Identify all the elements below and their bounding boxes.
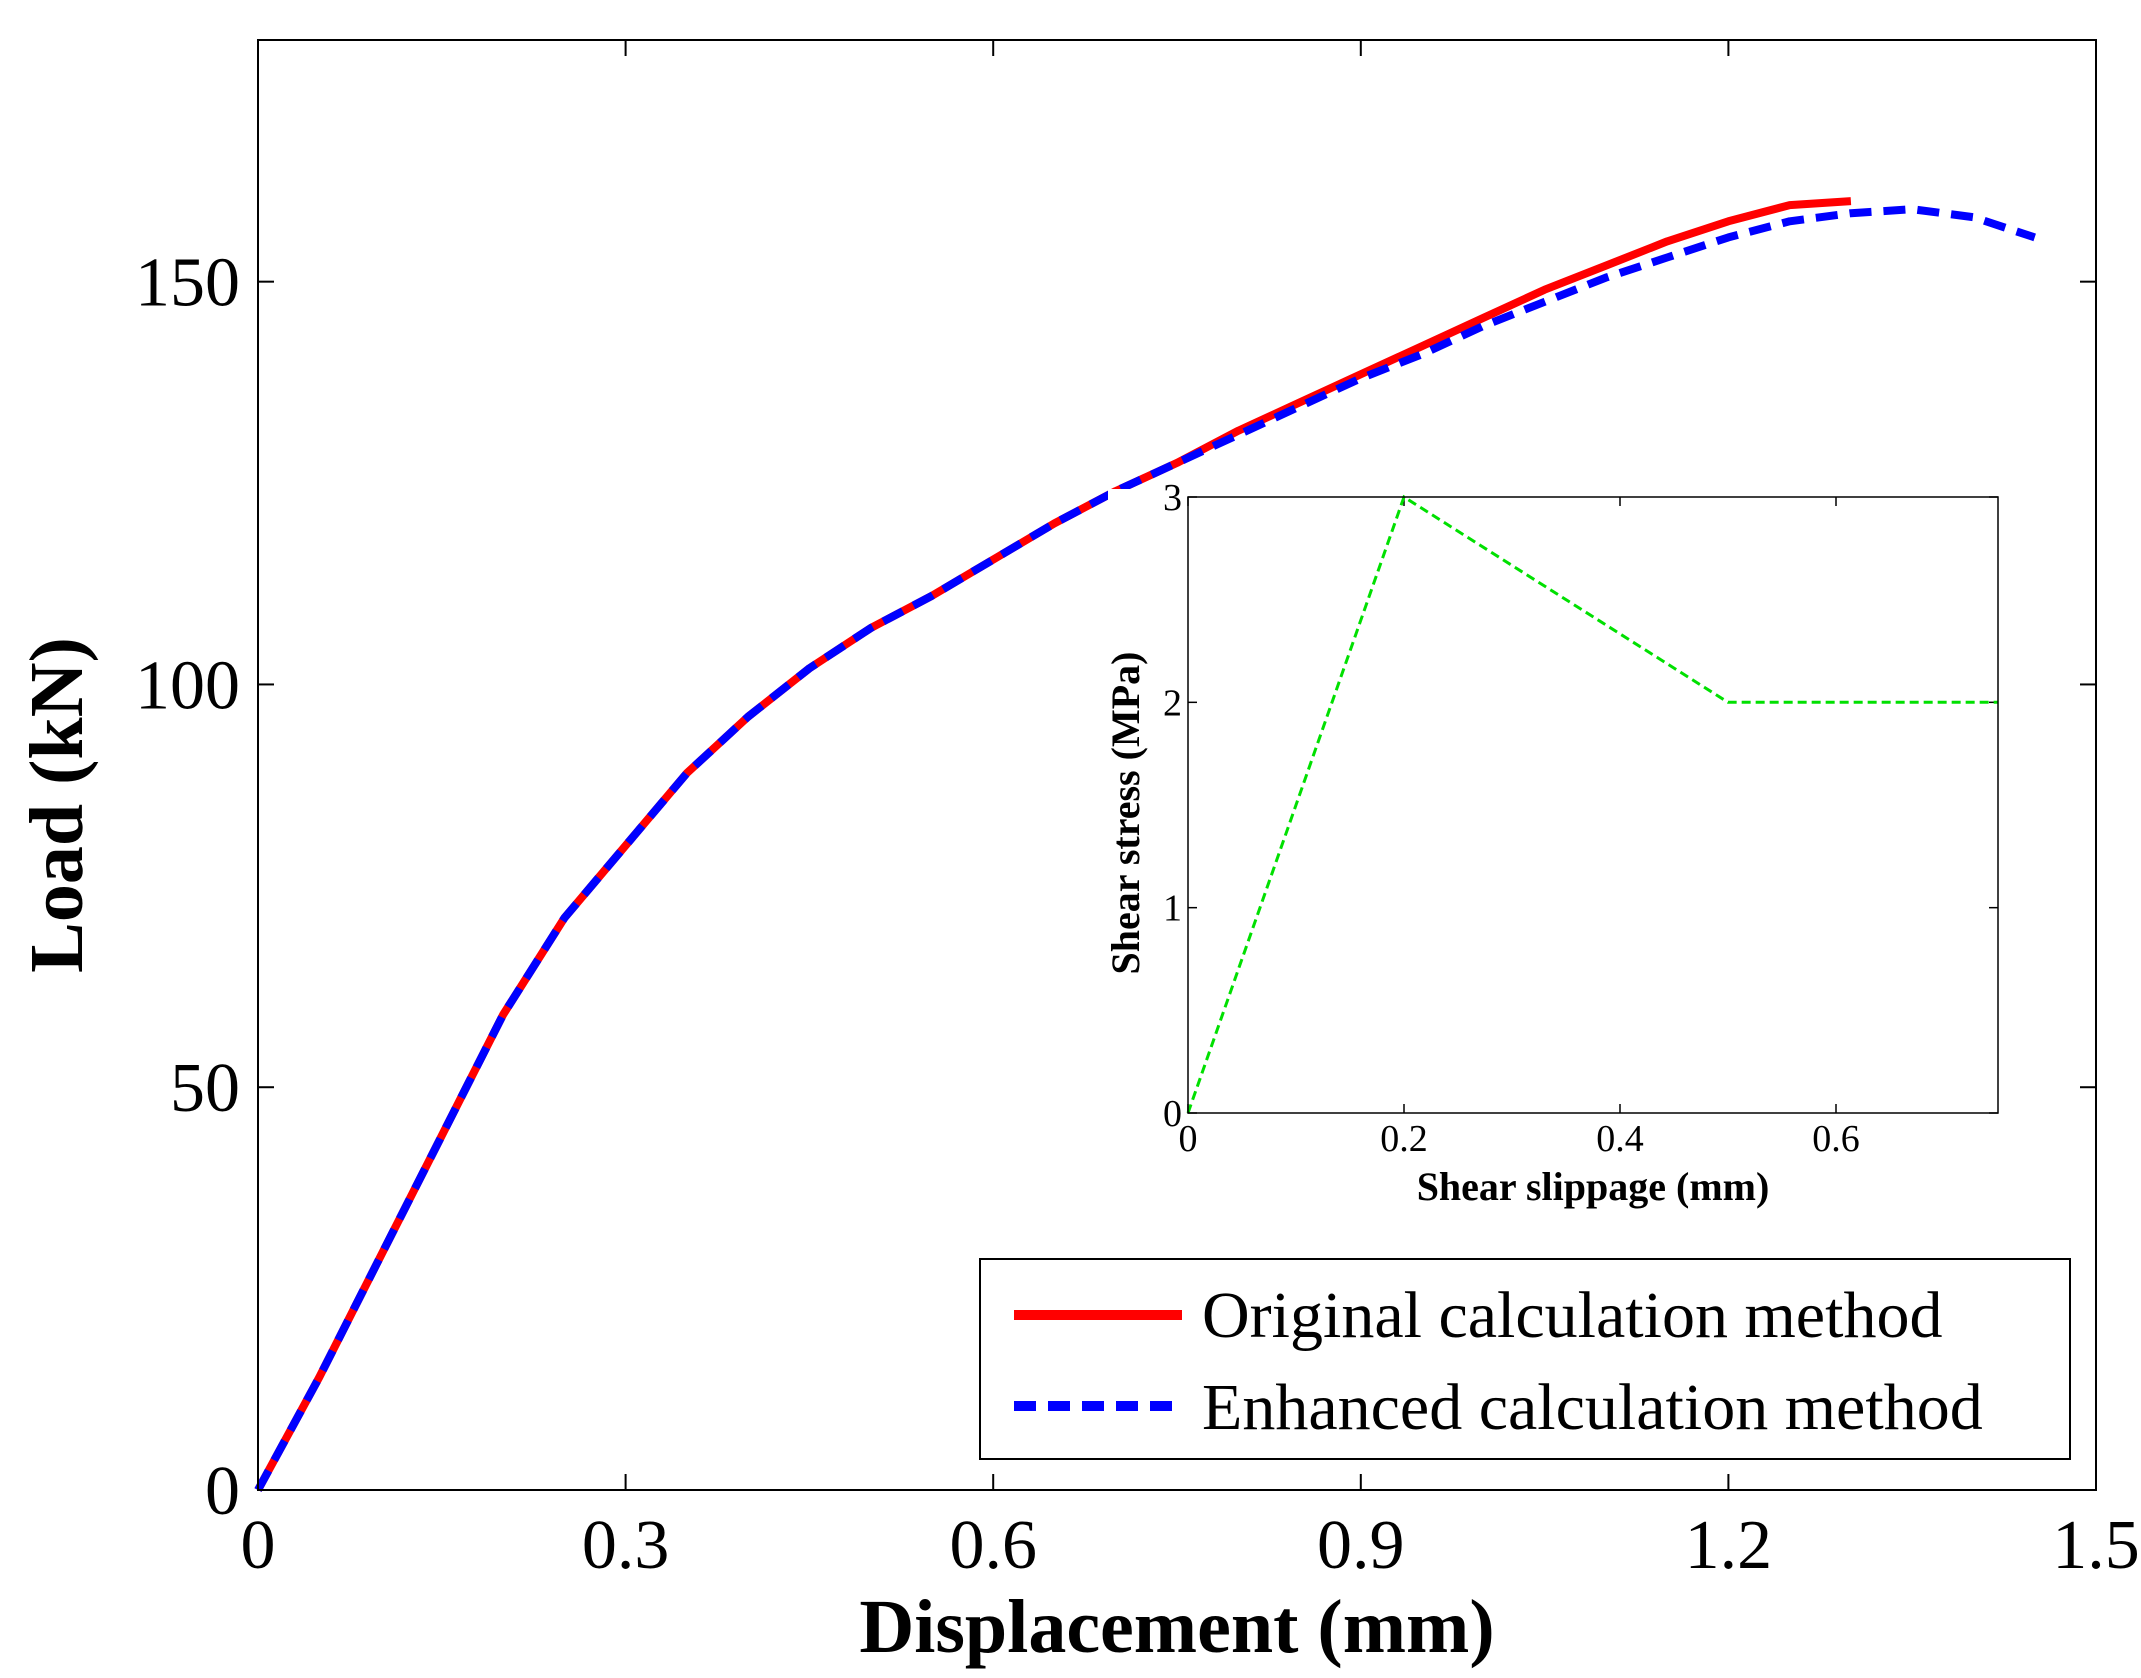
inset-x-tick-label: 0 <box>1179 1118 1198 1160</box>
inset-y-tick-label: 1 <box>1163 888 1182 930</box>
legend-box <box>979 1258 2071 1460</box>
inset-chart: 0 0.2 0.4 0.6 0 1 2 3 Shear slippage (mm) Shea… <box>1103 477 2008 1215</box>
inset-y-tick-label: 3 <box>1163 477 1182 519</box>
legend: Original calculation method Enhanced cal… <box>979 1258 2071 1460</box>
inset-y-axis-label: Shear stress (MPa) <box>1103 652 1148 975</box>
y-tick-label: 100 <box>135 647 240 724</box>
y-tick-label: 0 <box>205 1453 240 1530</box>
x-tick-label: 1.2 <box>1685 1507 1773 1584</box>
y-axis-label: Load (kN) <box>15 637 99 973</box>
x-tick-label: 0 <box>241 1507 276 1584</box>
inset-y-tick-labels: 0 1 2 3 <box>1163 477 1182 1135</box>
x-tick-label: 0.9 <box>1317 1507 1405 1584</box>
x-tick-label: 1.5 <box>2052 1507 2140 1584</box>
inset-series-line <box>1186 494 1998 1114</box>
y-tick-labels: 0 50 100 150 <box>135 245 240 1530</box>
x-tick-labels: 0 0.3 0.6 0.9 1.2 1.5 <box>241 1507 2140 1584</box>
inset-x-tick-label: 0.4 <box>1596 1118 1644 1160</box>
inset-x-tick-label: 0.2 <box>1380 1118 1428 1160</box>
main-plot-frame <box>257 39 2097 1491</box>
inset-plot-frame <box>1187 496 1999 1114</box>
x-axis-label: Displacement (mm) <box>859 1585 1494 1669</box>
x-tick-label: 0.3 <box>582 1507 670 1584</box>
inset-y-tick-label: 0 <box>1163 1093 1182 1135</box>
legend-label-original: Original calculation method <box>1202 1279 1942 1352</box>
series-line-enhanced <box>254 205 2036 1492</box>
main-series <box>254 197 2036 1492</box>
inset-x-axis-label: Shear slippage (mm) <box>1417 1164 1770 1209</box>
y-tick-label: 50 <box>170 1050 240 1127</box>
y-tick-label: 150 <box>135 245 240 322</box>
x-tick-label: 0.6 <box>949 1507 1037 1584</box>
inset-background <box>1108 489 2008 1215</box>
inset-x-tick-labels: 0 0.2 0.4 0.6 <box>1179 1118 1860 1160</box>
inset-y-tick-label: 2 <box>1163 682 1182 724</box>
inset-x-tick-label: 0.6 <box>1812 1118 1860 1160</box>
series-line-original <box>254 197 1852 1492</box>
legend-label-enhanced: Enhanced calculation method <box>1202 1371 1983 1444</box>
